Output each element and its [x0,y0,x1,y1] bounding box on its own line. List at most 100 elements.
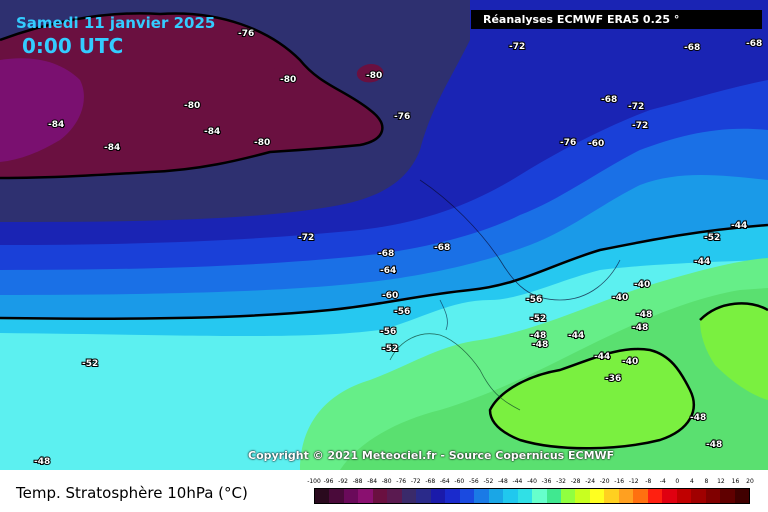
temperature-map: -76 -80 -80 -84 -80 -84 -84 -80 -76 -72 … [0,0,768,470]
contour-label: -68 [684,43,700,53]
map-canvas: -76 -80 -80 -84 -80 -84 -84 -80 -76 -72 … [0,0,768,470]
legend-swatch [343,489,359,503]
legend-tick: -76 [396,478,407,485]
band-minus-40-east [700,303,768,400]
legend-swatch [647,489,663,503]
legend-tick: -44 [512,478,523,485]
legend-tick: -96 [323,478,334,485]
contour-label: -60 [382,291,398,301]
data-source-label: Réanalyses ECMWF ERA5 0.25 ° [471,10,762,29]
legend-tick: 4 [689,478,694,485]
contour-label: -56 [394,307,410,317]
contour-label: -72 [509,42,525,52]
legend-swatch [575,489,590,503]
cold-spot-minus-80-b [270,66,300,86]
cold-spot-minus-80 [356,64,384,83]
legend-tick: -12 [628,478,639,485]
legend-tick: -60 [454,478,465,485]
contour-label: -76 [560,138,576,148]
legend-swatch [720,489,735,503]
contour-label: -40 [612,293,628,303]
contour-label: -80 [366,71,382,81]
contour-label: -48 [34,457,50,467]
contour-label: -52 [382,344,398,354]
legend-tick: -36 [541,478,552,485]
contour-label: -80 [184,101,200,111]
contour-label: -76 [394,112,410,122]
coastline-europe [389,333,521,411]
color-legend: -100 -96 -92 -88 -84 -80 -76 -72 -68 -64 -60 -56 -52… [307,478,754,504]
legend-tick: -80 [381,478,392,485]
isotherm-minus-40-line [488,347,695,450]
contour-label: -44 [568,331,584,341]
legend-swatch [401,489,417,503]
legend-tick: -48 [498,478,508,485]
contour-label: -36 [605,374,621,384]
legend-swatch [532,489,547,503]
band-minus-40 [490,349,694,449]
legend-swatch [691,489,706,503]
contour-label: -52 [704,233,720,243]
legend-swatch [387,489,402,503]
legend-swatch [705,489,721,503]
legend-tick: -64 [439,478,450,485]
legend-tick: -52 [483,478,494,485]
copyright-notice: Copyright © 2021 Meteociel.fr - Source C… [248,449,615,462]
contour-label: -52 [530,314,546,324]
contour-label: -84 [204,127,220,137]
legend-tick-labels: -100 -96 -92 -88 -84 -80 -76 -72 -68 -64 -60 -56 -52… [307,478,754,488]
contour-label: -84 [104,143,120,153]
contour-label: -44 [594,352,610,362]
contour-label: -68 [601,95,617,105]
contour-label: -80 [280,75,296,85]
contour-label: -84 [48,120,64,130]
contour-label: -76 [238,29,254,39]
legend-tick: -56 [468,478,479,485]
legend-tick: -32 [556,478,566,485]
legend-swatch [662,489,677,503]
contour-label: -72 [298,233,314,243]
cold-pool-minus-80 [0,13,383,178]
legend-swatch [488,489,504,503]
contour-labels: -76 -80 -80 -84 -80 -84 -84 -80 -76 -72 … [33,28,763,468]
legend-swatch [315,489,330,503]
legend-tick: 12 [717,478,725,485]
contour-label: -64 [380,266,396,276]
contour-label: -48 [530,331,546,341]
legend-swatch [459,489,475,503]
contour-label: -48 [532,340,548,350]
contour-label: -44 [694,257,710,267]
legend-color-scale [314,488,750,504]
legend-tick: -84 [367,478,378,485]
contour-label: -48 [636,310,652,320]
contour-label: -56 [526,295,542,305]
coastline-britain [439,299,448,331]
legend-swatch [430,489,446,503]
contour-label: -68 [434,243,450,253]
map-footer: Temp. Stratosphère 10hPa (°C) -100 -96 -92… [0,470,768,512]
legend-swatch [589,489,605,503]
contour-label: -40 [622,357,638,367]
legend-swatch [416,489,431,503]
legend-tick: 8 [704,478,709,485]
contour-label: -60 [588,139,604,149]
legend-swatch [546,489,561,503]
contour-label: -56 [380,327,396,337]
legend-tick: 16 [731,478,740,485]
legend-swatch [604,489,619,503]
isotherm-minus-40-east-line [699,302,768,321]
legend-tick: -20 [599,478,610,485]
isotherm-minus-80-line [0,12,384,180]
legend-tick: -88 [352,478,363,485]
legend-tick: 0 [675,478,680,485]
legend-swatch [560,489,576,503]
legend-tick: -16 [614,478,625,485]
contour-label: -48 [632,323,648,333]
map-title: Temp. Stratosphère 10hPa (°C) [16,484,248,502]
legend-tick: -8 [645,478,652,485]
legend-tick: -24 [585,478,596,485]
legend-tick: -4 [659,478,666,485]
legend-swatch [676,489,692,503]
legend-tick: -100 [307,478,321,485]
